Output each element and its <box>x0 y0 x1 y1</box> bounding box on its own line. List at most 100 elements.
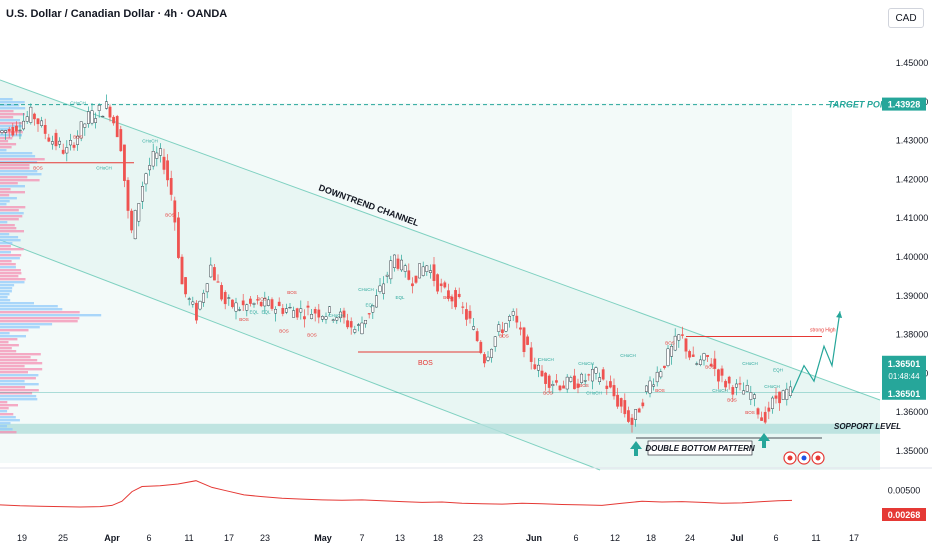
indicator-axis[interactable]: 0.00500 <box>888 486 921 496</box>
volume-profile-bar <box>0 398 38 401</box>
candle-body <box>238 309 241 311</box>
volume-profile-bar <box>0 383 39 386</box>
price-tick-label: 1.41000 <box>896 213 929 223</box>
volume-profile-bar <box>0 431 17 434</box>
volume-profile-bar <box>0 239 21 242</box>
candle-body <box>112 116 116 124</box>
candle-body <box>220 285 223 300</box>
candle-body <box>767 407 771 412</box>
candle-body <box>389 260 393 280</box>
pattern-label-box <box>647 440 753 456</box>
candle-body <box>655 371 659 383</box>
time-axis[interactable]: 19 25 Apr 6 11 17 23 May 7 13 18 23 Jun 6 12 18 24 Jul 6 11… <box>17 533 859 543</box>
economic-events[interactable] <box>783 451 825 465</box>
volume-profile-bar <box>0 194 10 197</box>
volume-profile-bar <box>0 212 24 215</box>
candle-body <box>375 295 378 308</box>
candle-body <box>731 387 735 395</box>
up-arrow-icon <box>758 433 770 448</box>
volume-profile-bar <box>0 293 10 296</box>
candle-body <box>756 408 760 415</box>
candle-body <box>627 410 630 422</box>
volume-profile-bar <box>0 371 28 374</box>
volume-profile-bar <box>0 98 13 101</box>
volume-profile-bar <box>0 179 40 182</box>
candle-body <box>605 385 609 389</box>
volume-profile-bar <box>0 233 10 236</box>
candle-body <box>169 178 173 195</box>
candle-body <box>137 203 141 222</box>
volume-profile-bar <box>0 275 19 278</box>
volume-profile-bar <box>0 191 25 194</box>
candle-body <box>241 300 245 306</box>
candle-body <box>439 283 443 287</box>
structure-label: BOS <box>727 397 737 402</box>
candle-body <box>259 301 263 307</box>
volume-profile-bar <box>0 320 78 323</box>
volume-profile-bar <box>0 335 26 338</box>
candle-body <box>65 147 69 154</box>
structure-label: CHoCH <box>538 357 554 362</box>
candle-body <box>295 308 299 318</box>
volume-profile-bar <box>0 329 29 332</box>
candle-body <box>155 152 159 159</box>
volume-profile-bar <box>0 380 25 383</box>
volume-profile-bar <box>0 143 17 146</box>
support-level-label: SOPPORT LEVEL <box>834 422 901 431</box>
candle-body <box>79 121 83 139</box>
structure-label: CHoCH <box>586 391 602 396</box>
structure-label: BOS <box>257 296 267 301</box>
candle-body <box>447 290 450 299</box>
candle-body <box>403 265 407 272</box>
candle-body <box>742 390 746 395</box>
candle-body <box>166 160 169 181</box>
candle-body <box>306 305 310 308</box>
candle-body <box>25 116 29 122</box>
volume-profile-bar <box>0 347 12 350</box>
candle-body <box>58 140 62 145</box>
candle-body <box>753 394 756 399</box>
volume-profile-bar <box>0 251 11 254</box>
double-bottom-pattern: DOUBLE BOTTOM PATTERN <box>630 433 822 456</box>
candle-body <box>76 135 80 145</box>
channel-upper-line <box>0 79 881 401</box>
candle-body <box>396 258 400 269</box>
candle-body <box>133 210 137 240</box>
volume-profile-bar <box>0 152 33 155</box>
target-price-tag: 1.43928 <box>882 97 926 111</box>
pattern-label: DOUBLE BOTTOM PATTERN <box>645 444 755 453</box>
price-tick-label: 1.42000 <box>896 174 929 184</box>
volume-profile-bar <box>0 122 24 125</box>
volume-profile-bar <box>0 146 12 149</box>
time-tick-label: 19 <box>17 533 27 543</box>
candle-body <box>551 384 555 387</box>
candle-body <box>173 200 177 223</box>
volume-profile-bar <box>0 209 19 212</box>
structure-label: BOS <box>279 329 289 334</box>
candle-body <box>688 351 692 358</box>
candle-body <box>198 300 202 310</box>
strong-high-label: strong High <box>810 328 836 334</box>
projection-path <box>791 311 841 394</box>
candle-body <box>270 299 274 309</box>
candle-body <box>706 354 710 357</box>
volume-profile-bar <box>0 284 15 287</box>
candle-body <box>245 304 249 311</box>
candle-body <box>735 383 738 388</box>
time-tick-label: 23 <box>473 533 483 543</box>
volume-profile-bar <box>0 317 80 320</box>
candle-body <box>522 327 526 353</box>
candle-body <box>591 369 594 382</box>
event-flag-dot-icon <box>815 455 821 461</box>
candle-body <box>609 381 612 388</box>
volume-profile-bar <box>0 125 24 128</box>
candle-body <box>558 385 562 391</box>
currency-button[interactable]: CAD <box>888 8 924 28</box>
bos-center-label: BOS <box>418 360 433 367</box>
time-tick-label: 18 <box>646 533 656 543</box>
candle-body <box>367 313 371 315</box>
volume-profile-bar <box>0 365 25 368</box>
candle-body <box>234 302 238 312</box>
